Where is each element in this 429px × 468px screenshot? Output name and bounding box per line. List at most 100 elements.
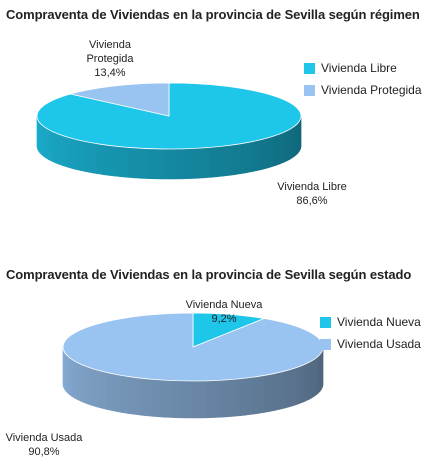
pie-side-1	[172, 380, 180, 419]
pie-side-1	[127, 376, 135, 415]
pie-side-1	[91, 367, 97, 408]
slice-name: Vivienda Libre	[277, 181, 347, 193]
pie-side-1	[269, 373, 276, 412]
legend: Vivienda Libre Vivienda Protegida	[304, 57, 422, 101]
pie-side-0	[202, 147, 211, 179]
pie-side-1	[226, 379, 234, 418]
pie-side-0	[209, 146, 217, 178]
pie-chart-estado	[62, 312, 324, 419]
pie-side-0	[262, 137, 268, 170]
pie-side-1	[311, 358, 315, 399]
pie-side-1	[305, 361, 310, 402]
pie-side-0	[161, 148, 170, 180]
pie-side-1	[293, 366, 299, 406]
pie-side-1	[213, 379, 221, 418]
pie-side-1	[159, 379, 167, 418]
pie-side-0	[61, 134, 67, 168]
legend-swatch	[320, 316, 331, 328]
pie-side-0	[96, 143, 104, 175]
pie-side-1	[76, 361, 81, 402]
pie-side-1	[245, 376, 253, 416]
slice-name: Vivienda Usada	[5, 432, 83, 444]
pie-side-0	[45, 127, 49, 160]
pie-side-0	[257, 138, 263, 171]
pie-side-0	[54, 132, 59, 165]
pie-side-1	[133, 376, 141, 416]
slice-name: Vivienda Nueva	[185, 299, 263, 311]
pie-side-0	[141, 147, 149, 179]
slice-value: 9,2%	[211, 313, 237, 325]
pie-side-1	[314, 356, 317, 397]
pie-side-1	[279, 370, 286, 410]
slice-label-libre: Vivienda Libre 86,6%	[262, 180, 362, 208]
legend-label: Vivienda Libre	[321, 61, 397, 75]
pie-side-1	[274, 371, 281, 411]
pie-chart-regimen	[36, 82, 302, 180]
pie-side-0	[134, 147, 142, 179]
legend-label: Vivienda Protegida	[321, 83, 422, 97]
legend-swatch	[304, 84, 315, 96]
pie-side-0	[240, 142, 247, 175]
pie-side-1	[71, 358, 75, 399]
pie-side-0	[75, 138, 81, 171]
pie-side-0	[154, 148, 163, 180]
pie-side-1	[199, 380, 207, 419]
legend: Vivienda Nueva Vivienda Usada	[320, 311, 421, 355]
slice-value: 13,4%	[94, 67, 126, 79]
pie-side-1	[100, 370, 107, 410]
pie-side-0	[182, 148, 190, 180]
pie-side-1	[73, 360, 78, 400]
pie-side-0	[70, 137, 76, 170]
pie-side-0	[43, 125, 47, 159]
pie-side-0	[66, 136, 72, 169]
pie-side-0	[216, 145, 223, 178]
chart-regimen: Compraventa de Viviendas en la provincia…	[0, 0, 429, 230]
pie-side-0	[189, 147, 197, 179]
pie-side-1	[284, 369, 290, 409]
slice-name: Vivienda Protegida	[86, 39, 134, 65]
pie-side-0	[121, 146, 129, 178]
pie-side-1	[139, 377, 147, 417]
pie-side-0	[279, 132, 284, 165]
pie-side-1	[308, 360, 313, 400]
pie-side-0	[275, 133, 281, 166]
pie-side-1	[263, 374, 270, 413]
legend-item-libre: Vivienda Libre	[304, 57, 422, 79]
legend-label: Vivienda Usada	[337, 337, 421, 351]
legend-label: Vivienda Nueva	[337, 315, 421, 329]
pie-side-1	[165, 379, 173, 418]
chart-title: Compraventa de Viviendas en la provincia…	[6, 267, 412, 282]
pie-side-0	[234, 143, 242, 175]
chart-estado: Compraventa de Viviendas en la provincia…	[0, 260, 429, 468]
pie-side-0	[222, 145, 230, 177]
pie-side-1	[289, 367, 295, 408]
pie-side-0	[127, 147, 136, 179]
legend-item-usada: Vivienda Usada	[320, 333, 421, 355]
pie-slice-1	[70, 82, 170, 117]
pie-side-1	[185, 380, 194, 419]
legend-item-nueva: Vivienda Nueva	[320, 311, 421, 333]
pie-side-1	[69, 356, 72, 397]
pie-side-1	[121, 375, 129, 414]
slice-label-protegida: Vivienda Protegida 13,4%	[60, 38, 160, 80]
pie-side-1	[257, 375, 265, 414]
slice-value: 86,6%	[296, 195, 328, 207]
pie-side-0	[80, 140, 87, 173]
pie-side-1	[110, 373, 117, 412]
pie-side-1	[192, 380, 201, 419]
legend-item-protegida: Vivienda Protegida	[304, 79, 422, 101]
legend-swatch	[320, 338, 331, 350]
pie-side-0	[57, 133, 63, 166]
pie-side-0	[115, 145, 122, 178]
pie-side-0	[271, 134, 277, 168]
pie-side-1	[301, 363, 306, 403]
slice-label-nueva: Vivienda Nueva 9,2%	[174, 298, 274, 326]
pie-side-1	[105, 371, 112, 411]
pie-side-1	[146, 378, 154, 417]
pie-side-0	[85, 141, 92, 174]
pie-side-0	[102, 144, 110, 176]
slice-label-usada: Vivienda Usada 90,8%	[0, 431, 88, 459]
slice-value: 90,8%	[28, 446, 60, 458]
pie-side-0	[108, 145, 116, 177]
pie-side-1	[80, 363, 85, 403]
